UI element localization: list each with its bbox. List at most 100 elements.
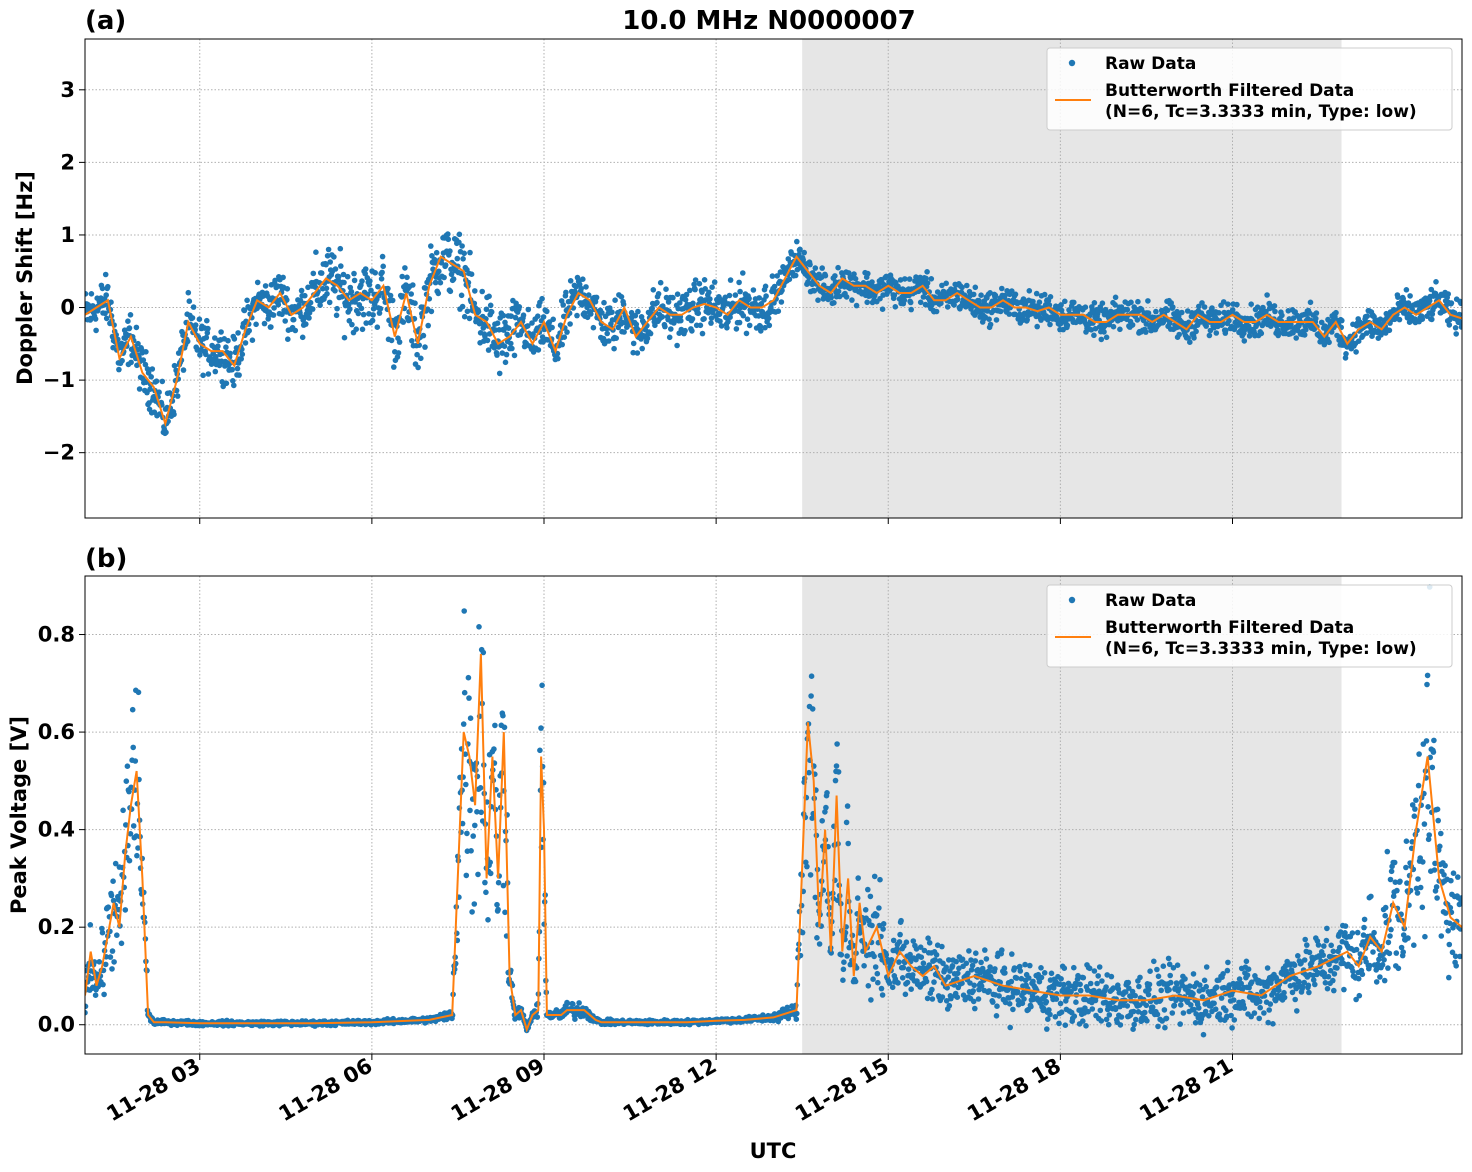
raw-data-point (816, 941, 823, 947)
raw-data-point (534, 1014, 541, 1020)
raw-data-point (822, 809, 828, 815)
raw-data-point (491, 746, 497, 752)
raw-data-point (203, 334, 210, 341)
raw-data-point (630, 340, 637, 347)
raw-data-point (939, 994, 946, 1000)
raw-data-point (123, 778, 130, 784)
raw-data-point (895, 980, 901, 986)
raw-data-point (109, 948, 116, 954)
raw-data-point (1256, 1015, 1262, 1022)
raw-data-point (799, 929, 806, 936)
raw-data-point (107, 954, 114, 960)
raw-data-point (966, 948, 972, 954)
raw-data-point (135, 340, 141, 347)
raw-data-point (576, 1000, 582, 1006)
raw-data-point (809, 706, 816, 712)
raw-data-point (852, 276, 859, 282)
raw-data-point (689, 328, 695, 334)
raw-data-point (1174, 308, 1180, 315)
raw-data-point (1134, 317, 1141, 323)
raw-data-point (334, 305, 340, 312)
raw-data-point (828, 950, 834, 956)
raw-data-point (309, 306, 316, 312)
raw-data-point (466, 695, 472, 701)
raw-data-point (298, 287, 305, 294)
raw-data-point (905, 966, 912, 972)
raw-data-point (899, 975, 906, 981)
raw-data-point (1428, 286, 1435, 293)
raw-data-point (1036, 299, 1043, 306)
raw-data-point (171, 362, 178, 369)
raw-data-point (1124, 1003, 1131, 1009)
raw-data-point (1301, 957, 1308, 963)
raw-data-point (975, 996, 982, 1002)
raw-data-point (85, 1003, 89, 1010)
legend-frame (1046, 47, 1453, 131)
raw-data-point (1135, 1009, 1142, 1015)
raw-data-point (933, 308, 940, 315)
raw-data-point (920, 960, 927, 966)
raw-data-point (832, 777, 839, 784)
legend-filtered-params: (N=6, Tc=3.3333 min, Type: low) (1105, 102, 1417, 122)
raw-data-point (438, 260, 445, 266)
raw-data-point (559, 341, 565, 348)
raw-data-point (890, 937, 897, 944)
raw-data-point (1367, 324, 1374, 330)
raw-data-point (358, 305, 365, 312)
raw-data-point (1216, 1011, 1223, 1017)
raw-data-point (442, 262, 449, 268)
raw-data-point (1154, 966, 1160, 973)
raw-data-point (993, 1013, 1000, 1019)
raw-data-point (340, 271, 347, 278)
raw-data-point (1254, 304, 1261, 311)
raw-data-point (1042, 993, 1048, 999)
raw-data-point (307, 299, 314, 306)
raw-data-point (487, 859, 494, 866)
panel-b-plot: 0.00.20.40.60.811-28 03 11-28 06 11-28 09 1… (38, 575, 1463, 1126)
raw-data-point (889, 984, 896, 991)
raw-data-point (441, 274, 447, 281)
raw-data-point (674, 291, 681, 298)
raw-data-point (999, 285, 1005, 292)
raw-data-point (376, 310, 383, 316)
raw-data-point (212, 368, 219, 375)
raw-data-point (324, 253, 331, 259)
figure-title: 10.0 MHz N0000007 (622, 6, 915, 36)
raw-data-point (590, 324, 597, 331)
raw-data-point (1019, 1000, 1026, 1007)
raw-data-point (99, 925, 105, 932)
raw-data-point (433, 249, 440, 256)
raw-data-point (883, 273, 890, 280)
raw-data-point (1095, 308, 1101, 315)
raw-data-point (963, 960, 970, 967)
raw-data-point (185, 289, 192, 296)
raw-data-point (1083, 1023, 1089, 1029)
raw-data-point (132, 758, 139, 764)
raw-data-point (124, 763, 131, 769)
raw-data-point (126, 788, 132, 795)
raw-data-point (665, 299, 672, 305)
raw-data-point (867, 893, 874, 900)
raw-data-point (1364, 313, 1370, 320)
raw-data-point (477, 785, 484, 791)
raw-data-point (1017, 968, 1024, 974)
raw-data-point (878, 985, 885, 992)
raw-data-point (760, 310, 767, 317)
raw-data-point (219, 379, 225, 385)
raw-data-point (103, 292, 109, 298)
y-tick-label: −1 (43, 368, 75, 392)
raw-data-point (391, 364, 397, 370)
raw-data-point (323, 261, 329, 268)
raw-data-point (116, 366, 122, 373)
raw-data-point (1158, 987, 1164, 994)
raw-data-point (463, 781, 469, 788)
raw-data-point (503, 351, 510, 358)
raw-data-point (395, 350, 402, 356)
raw-data-point (757, 323, 764, 330)
raw-data-point (1301, 979, 1307, 986)
raw-data-point (1012, 291, 1019, 298)
raw-data-point (1103, 984, 1109, 990)
raw-data-point (470, 833, 477, 839)
raw-data-point (1265, 1019, 1271, 1026)
raw-data-point (435, 290, 442, 297)
